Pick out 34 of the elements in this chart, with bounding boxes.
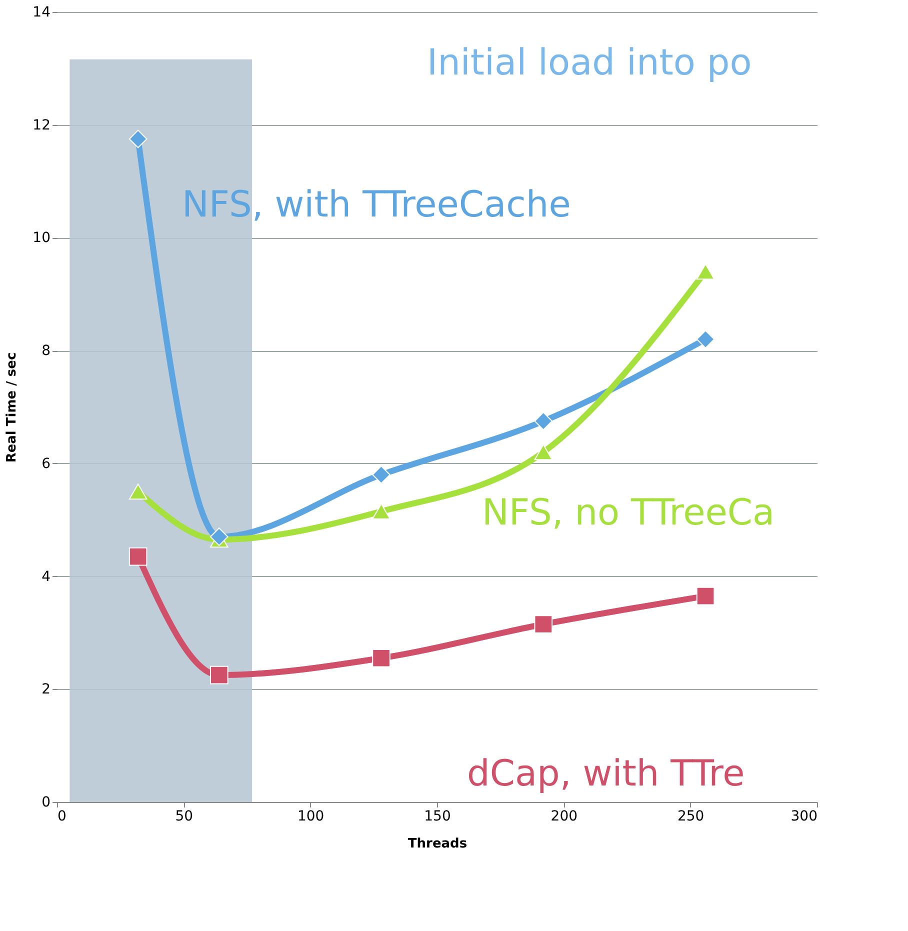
y-axis-title: Real Time / sec: [4, 352, 20, 463]
y-tick-label: 12: [32, 117, 50, 134]
point: [696, 264, 715, 280]
text: dCap, with TTre: [467, 753, 745, 794]
point: [372, 648, 390, 668]
x-axis-title: Threads: [408, 836, 468, 852]
y-tick-label: 0: [42, 794, 50, 810]
series-label: NFS, no TTreeCa: [482, 492, 775, 534]
y-tick-label: 8: [42, 343, 50, 360]
x-tick-label: 300: [790, 808, 818, 824]
x-tick-label: 50: [175, 808, 194, 824]
y-tick-label: 10: [32, 230, 50, 246]
point: [128, 547, 148, 566]
x-tick-label: 100: [297, 808, 324, 824]
point: [210, 666, 228, 684]
point: [534, 412, 553, 430]
x-tick-label: 0: [58, 808, 66, 824]
y-tick-label: 2: [42, 682, 50, 698]
point: [372, 503, 390, 520]
point: [696, 586, 715, 606]
point: [534, 444, 553, 460]
x-tick-label: 200: [550, 808, 578, 824]
point: [534, 615, 553, 634]
y-tick-label: 14: [32, 4, 51, 20]
y-tick-label: 6: [42, 456, 51, 472]
point: [696, 330, 715, 348]
point: [128, 484, 148, 500]
annotation: Initial load into po: [427, 42, 752, 84]
x-tick-label: 250: [677, 808, 704, 824]
point: [128, 130, 148, 148]
point: [210, 528, 228, 546]
y-tick-label: 4: [42, 568, 51, 585]
x-tick-label: 150: [424, 808, 451, 824]
point: [372, 466, 390, 484]
